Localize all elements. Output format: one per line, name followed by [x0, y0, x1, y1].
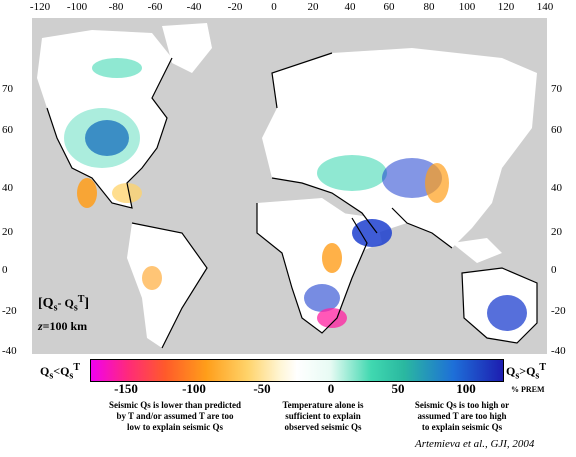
- lat-tick: 70: [2, 83, 13, 95]
- cb-right-sub2: s: [535, 370, 540, 382]
- cb-left-op: <Q: [53, 364, 70, 378]
- cb-tick: 50: [391, 381, 405, 396]
- lat-tick: 60: [2, 124, 13, 136]
- explanation-mid: Temperature alone is sufficient to expla…: [268, 400, 378, 433]
- lon-tick: -40: [186, 1, 202, 13]
- anomaly-australia-blue: [487, 295, 527, 331]
- cb-tick: 0: [327, 381, 335, 396]
- expl-low-line: Seismic Qs is lower than predicted: [109, 400, 241, 410]
- lat-tick: 20: [2, 226, 13, 238]
- formula-sub2: s: [73, 302, 78, 314]
- expl-mid-line: Temperature alone is: [282, 400, 364, 410]
- cb-tick: -50: [253, 381, 271, 396]
- lat-tick: -20: [551, 305, 566, 317]
- cb-right-q: Q: [506, 364, 516, 378]
- anomaly-arabia-blue: [352, 219, 392, 247]
- anomaly-central-africa-blue: [304, 284, 340, 312]
- depth-symbol: z: [38, 319, 43, 334]
- lon-tick: 80: [423, 1, 435, 13]
- colorbar: [90, 359, 504, 382]
- lon-tick: 20: [307, 1, 319, 13]
- formula-minus: - Q: [57, 296, 74, 310]
- lat-tick: -40: [551, 345, 566, 357]
- anomaly-canada-blue: [85, 120, 129, 156]
- cb-left-sub: s: [49, 370, 54, 382]
- world-map: [32, 18, 547, 354]
- depth-label: z=100 km: [38, 319, 89, 334]
- colorbar-unit: % PREM: [511, 385, 545, 394]
- lon-tick: 0: [271, 1, 277, 13]
- lat-tick: 40: [551, 182, 562, 194]
- explanation-low: Seismic Qs is lower than predicted by T …: [100, 400, 250, 433]
- expl-high-line: assumed T are too high: [417, 411, 507, 421]
- anomaly-us-west-orange: [77, 178, 97, 208]
- lon-tick: -80: [108, 1, 124, 13]
- lon-tick: -120: [29, 1, 51, 13]
- cb-left-sub2: s: [69, 370, 74, 382]
- anomaly-arctic-teal: [92, 58, 142, 78]
- lat-tick: 20: [551, 226, 562, 238]
- cb-left-q: Q: [40, 364, 50, 378]
- lon-tick: 140: [536, 1, 554, 13]
- anomaly-canada-teal: [64, 108, 140, 168]
- quantity-label: [Qs- QsT] z=100 km: [38, 294, 89, 334]
- cb-right-op: >Q: [519, 364, 536, 378]
- explanation-high: Seismic Qs is too high or assumed T are …: [392, 400, 532, 433]
- cb-left-sup: T: [73, 362, 80, 373]
- map-canvas: [37, 23, 538, 349]
- citation: Artemieva et al., GJI, 2004: [415, 438, 535, 450]
- lon-tick: 100: [458, 1, 476, 13]
- expl-low-line: low to explain seismic Qs: [127, 422, 223, 432]
- lon-tick: -20: [227, 1, 243, 13]
- lat-tick: -40: [2, 345, 17, 357]
- expl-high-line: to explain seismic Qs: [421, 422, 503, 432]
- anomaly-patches: [64, 58, 527, 331]
- lat-tick: 60: [551, 124, 562, 136]
- lat-tick: 40: [2, 182, 13, 194]
- expl-high-line: Seismic Qs is too high or: [414, 400, 510, 410]
- land-south-america: [127, 223, 207, 348]
- anomaly-tibet-orange: [425, 163, 449, 203]
- expl-mid-line: observed seismic Qs: [284, 422, 362, 432]
- lat-tick: -20: [2, 305, 17, 317]
- land-north-america: [37, 30, 172, 208]
- colorbar-right-label: Qs>QsT: [506, 362, 546, 381]
- lon-tick: 60: [383, 1, 395, 13]
- cb-tick: 100: [456, 381, 476, 396]
- quantity-formula: [Qs- QsT]: [38, 294, 89, 313]
- lat-tick: 70: [551, 83, 562, 95]
- lon-tick: 40: [344, 1, 356, 13]
- anomaly-south-africa-magenta: [317, 308, 347, 328]
- cb-right-sup: T: [539, 362, 546, 373]
- lon-tick: -100: [66, 1, 88, 13]
- anomaly-europe-teal: [317, 155, 387, 191]
- formula-close: ]: [84, 296, 90, 311]
- colorbar-left-label: Qs<QsT: [40, 362, 80, 381]
- expl-mid-line: sufficient to explain: [285, 411, 361, 421]
- lat-tick: 0: [2, 264, 8, 276]
- anomaly-us-orange: [112, 183, 142, 203]
- land-sea-islands: [452, 238, 502, 263]
- expl-low-line: by T and/or assumed T are too: [116, 411, 234, 421]
- formula-sup: T: [77, 294, 85, 305]
- land-greenland: [162, 23, 212, 73]
- lon-tick: 120: [497, 1, 515, 13]
- anomaly-s-america-orange: [142, 266, 162, 290]
- anomaly-east-africa-orange: [322, 243, 342, 273]
- cb-tick: -150: [114, 381, 138, 396]
- coastlines: [46, 52, 538, 349]
- cb-right-sub: s: [515, 370, 520, 382]
- formula-sub: s: [53, 302, 58, 314]
- depth-value: =100 km: [42, 319, 88, 334]
- lon-tick: -60: [147, 1, 163, 13]
- formula-open: [Q: [38, 296, 54, 311]
- cb-tick: -100: [182, 381, 206, 396]
- lat-tick: 0: [551, 264, 557, 276]
- land-eurasia: [262, 48, 537, 248]
